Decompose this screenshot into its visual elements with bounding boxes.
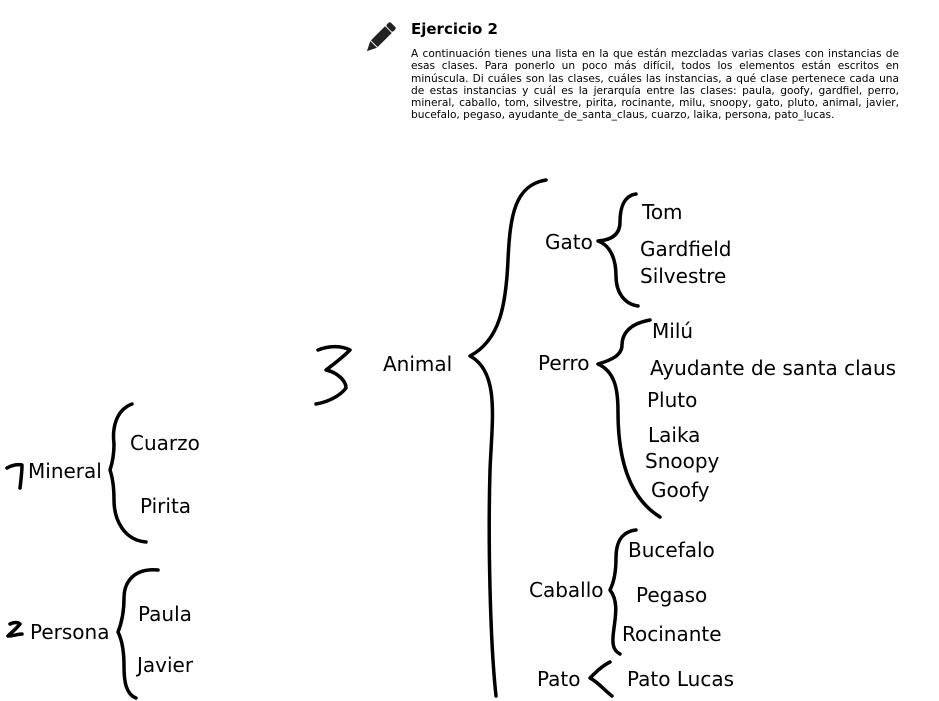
instance-pegaso: Pegaso [636, 583, 708, 607]
exercise-title: Ejercicio 2 [411, 20, 498, 38]
instance-silvestre: Silvestre [640, 264, 727, 288]
pencil-icon [366, 22, 396, 52]
instance-gardfield: Gardfield [640, 237, 732, 261]
mark-1 [5, 462, 24, 490]
instance-goofy: Goofy [651, 478, 710, 502]
class-persona: Persona [30, 620, 110, 644]
class-caballo: Caballo [529, 578, 604, 602]
instance-bucefalo: Bucefalo [628, 538, 715, 562]
mark-3 [314, 344, 352, 406]
perro-brace [596, 318, 662, 519]
instance-snoopy: Snoopy [645, 449, 720, 473]
class-pato: Pato [537, 667, 581, 691]
persona-brace [116, 568, 160, 700]
class-gato: Gato [545, 230, 593, 254]
instance-milu: Milú [652, 319, 694, 343]
instance-javier: Javier [137, 653, 194, 677]
instance-laika: Laika [648, 423, 701, 447]
caballo-brace [608, 528, 638, 656]
exercise-text: A continuación tienes una lista en la qu… [411, 48, 899, 122]
class-perro: Perro [538, 351, 590, 375]
mark-2 [6, 620, 24, 638]
instance-rocinante: Rocinante [622, 622, 722, 646]
instance-paula: Paula [138, 602, 192, 626]
instance-cuarzo: Cuarzo [130, 431, 200, 455]
class-mineral: Mineral [28, 459, 102, 483]
class-animal: Animal [383, 352, 453, 376]
instance-pato-lucas: Pato Lucas [627, 667, 734, 691]
instance-ayudante: Ayudante de santa claus [650, 356, 897, 380]
instance-pirita: Pirita [140, 494, 192, 518]
instance-pluto: Pluto [647, 388, 698, 412]
animal-brace [468, 178, 548, 698]
pato-brace [588, 660, 614, 698]
mineral-brace [108, 402, 148, 544]
gato-brace [596, 192, 640, 308]
instance-tom: Tom [642, 200, 683, 224]
